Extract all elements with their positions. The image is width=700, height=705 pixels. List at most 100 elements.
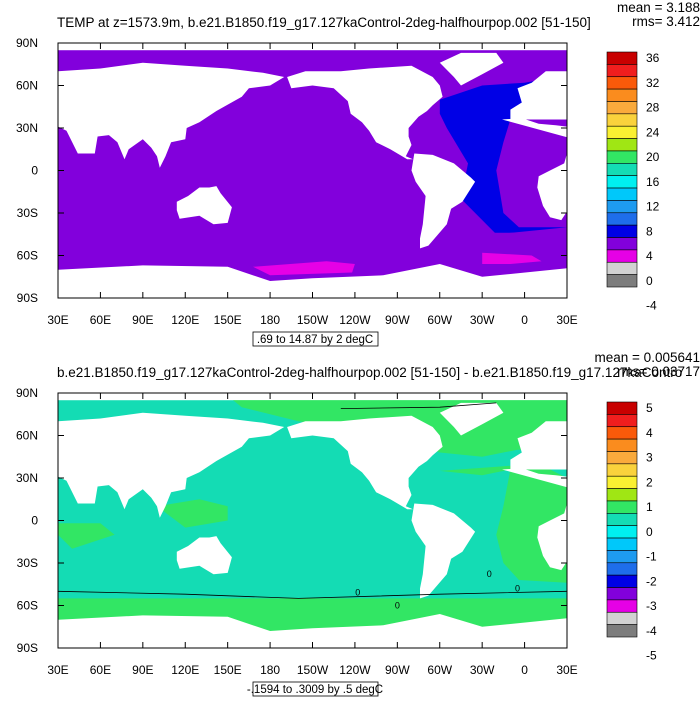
x-tick-label: 180: [260, 663, 280, 677]
colorbar-label: -5: [646, 649, 657, 663]
land-eurasia2: [510, 421, 567, 470]
land-greenland: [439, 402, 504, 436]
y-tick-label: 60N: [16, 79, 38, 93]
colorbar-swatch: [606, 513, 638, 526]
ocean-region-2: [439, 79, 567, 235]
x-tick-label: 90W: [385, 663, 410, 677]
colorbar-label: 32: [646, 76, 660, 90]
colorbar-swatch: [606, 163, 638, 176]
contour-label: 0: [515, 583, 520, 593]
land-australia: [176, 536, 232, 575]
y-tick-label: 90N: [16, 386, 38, 400]
y-tick-label: 90S: [17, 641, 38, 655]
y-tick-label: 60S: [17, 249, 38, 263]
y-tick-label: 60S: [17, 599, 38, 613]
contour-line-south: [58, 590, 567, 599]
colorbar-swatch: [606, 51, 638, 65]
x-tick-label: 150W: [297, 663, 329, 677]
land-samerica: [411, 503, 476, 599]
colorbar-swatch: [606, 599, 638, 613]
range-label: .69 to 14.87 by 2 degC: [257, 334, 373, 346]
rms-label: rms= 0.03717: [617, 364, 700, 379]
y-tick-label: 30N: [16, 471, 38, 485]
x-tick-label: 150E: [214, 663, 242, 677]
colorbar-swatch: [606, 475, 638, 489]
colorbar-label: 24: [646, 125, 660, 139]
colorbar-label: 4: [646, 249, 653, 263]
land-antarctica: [58, 264, 567, 298]
x-tick-label: 90E: [132, 313, 153, 327]
colorbar-swatch: [606, 525, 638, 539]
colorbar-swatch: [606, 438, 638, 452]
y-tick-label: 60N: [16, 429, 38, 443]
colorbar-label: 0: [646, 274, 653, 288]
colorbar-swatch: [606, 274, 638, 288]
colorbar-swatch: [606, 101, 638, 115]
rms-label: rms= 3.412: [632, 14, 700, 29]
colorbar-swatch: [606, 550, 638, 564]
y-tick-label: 30N: [16, 121, 38, 135]
x-tick-label: 30E: [47, 663, 68, 677]
y-tick-label: 30S: [17, 206, 38, 220]
x-tick-label: 60W: [427, 663, 452, 677]
colorbar-label: 0: [646, 525, 653, 539]
range-box: [252, 681, 379, 697]
diff-map-chart: b.e21.B1850.f19_g17.127kaControl-2deg-ha…: [16, 350, 700, 697]
colorbar-swatch: [606, 138, 638, 152]
colorbar-swatch: [606, 500, 638, 514]
colorbar-label: 1: [646, 500, 653, 514]
colorbar-swatch: [606, 237, 638, 251]
x-tick-label: 30E: [556, 663, 577, 677]
colorbar-swatch: [606, 426, 638, 440]
x-tick-label: 0: [521, 313, 528, 327]
x-tick-label: 90W: [385, 313, 410, 327]
x-tick-label: 180: [260, 313, 280, 327]
colorbar-swatch: [606, 611, 638, 625]
diff-map-panel: b.e21.B1850.f19_g17.127kaControl-2deg-ha…: [0, 350, 700, 700]
colorbar-swatch: [606, 113, 638, 127]
mean-label: mean = 3.188: [617, 0, 700, 15]
colorbar-label: 2: [646, 475, 653, 489]
land-eurasia2: [510, 71, 567, 120]
x-tick-label: 30E: [47, 313, 68, 327]
land-namerica: [287, 65, 443, 160]
colorbar-swatch: [606, 488, 638, 502]
x-tick-label: 60W: [427, 313, 452, 327]
x-tick-label: 90E: [132, 663, 153, 677]
ocean-region-5: [58, 523, 115, 549]
contour-label: 0: [395, 600, 400, 610]
x-tick-label: 0: [521, 663, 528, 677]
x-tick-label: 120W: [339, 313, 371, 327]
colorbar-label: -3: [646, 599, 657, 613]
y-tick-label: 90S: [17, 291, 38, 305]
colorbar-label: 8: [646, 224, 653, 238]
colorbar-swatch: [606, 125, 638, 139]
colorbar-label: 20: [646, 150, 660, 164]
colorbar-label: 28: [646, 101, 660, 115]
x-tick-label: 150W: [297, 313, 329, 327]
colorbar-swatch: [606, 150, 638, 164]
colorbar-swatch: [606, 624, 638, 638]
colorbar-swatch: [606, 562, 638, 576]
contour-label: 0: [487, 569, 492, 579]
ocean-region-4: [253, 261, 355, 276]
temp-map-chart: TEMP at z=1573.9m, b.e21.B1850.f19_g17.1…: [16, 0, 700, 347]
land-samerica: [411, 153, 476, 249]
colorbar-label: -4: [646, 299, 657, 313]
ocean-region-6: [157, 499, 228, 528]
colorbar-swatch: [606, 64, 638, 78]
land-antarctica: [58, 614, 567, 648]
colorbar-swatch: [606, 587, 638, 601]
colorbar-label: 16: [646, 175, 660, 189]
range-label: -.1594 to .3009 by .5 degC: [247, 684, 383, 696]
mean-label: mean = 0.005641: [595, 350, 700, 365]
colorbar-label: 36: [646, 51, 660, 65]
map-area: [58, 43, 567, 298]
colorbar-label: 12: [646, 200, 660, 214]
land-namerica: [287, 415, 443, 510]
land-eurasia: [58, 412, 285, 518]
y-tick-label: 0: [31, 164, 38, 178]
land-africa: [502, 118, 567, 221]
land-greenland: [439, 52, 504, 86]
ocean-region-3: [439, 232, 567, 256]
